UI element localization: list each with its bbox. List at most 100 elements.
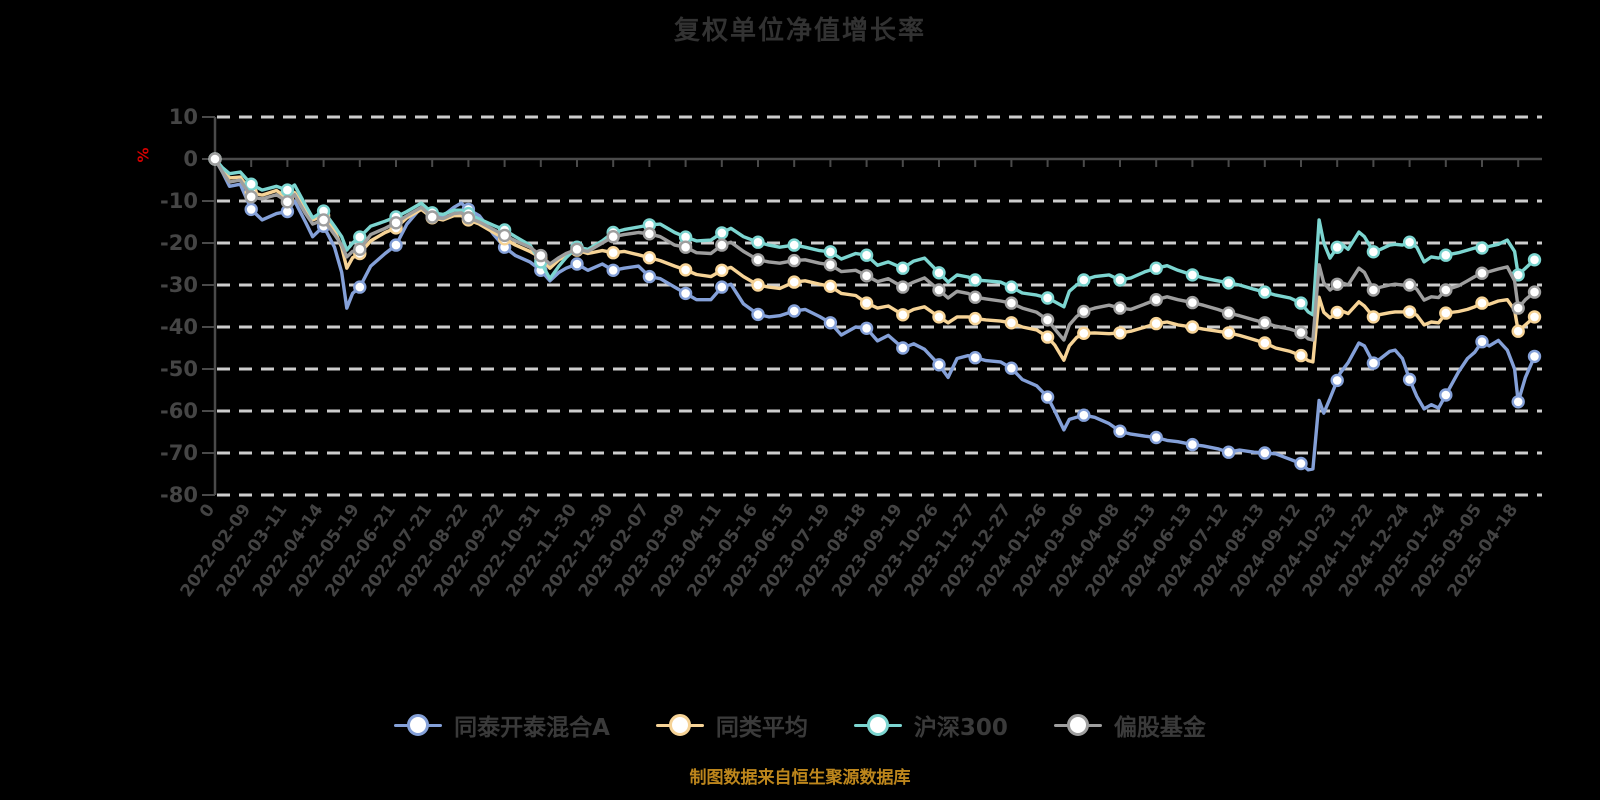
series-marker-0 — [932, 358, 946, 372]
series-marker-2 — [859, 248, 874, 262]
series-marker-3 — [715, 238, 729, 252]
series-marker-1 — [968, 311, 982, 326]
series-marker-0 — [1511, 395, 1525, 409]
series-marker-3 — [859, 269, 874, 283]
series-marker-2 — [1113, 273, 1127, 287]
series-marker-0 — [642, 269, 657, 284]
series-marker-2 — [1330, 240, 1344, 255]
series-marker-0 — [1077, 408, 1091, 422]
series-marker-3 — [1113, 301, 1127, 315]
series-marker-1 — [1475, 296, 1489, 310]
series-marker-3 — [570, 242, 584, 257]
series-marker-0 — [896, 341, 910, 355]
series-marker-0 — [968, 351, 982, 365]
series-marker-1 — [1185, 320, 1200, 334]
series-marker-2 — [1004, 280, 1019, 294]
series-marker-2 — [1527, 253, 1542, 267]
series-marker-1 — [932, 310, 946, 324]
series-marker-1 — [715, 263, 729, 277]
series-marker-3 — [1221, 306, 1236, 320]
series-marker-1 — [1221, 326, 1236, 340]
series-marker-3 — [896, 280, 910, 294]
legend-item-0[interactable]: 同泰开泰混合A — [394, 708, 610, 742]
series-marker-3 — [244, 190, 258, 204]
series-marker-0 — [1366, 356, 1381, 370]
series-marker-3 — [932, 283, 946, 297]
y-tick-label--30: -30 — [160, 273, 198, 297]
series-marker-1 — [1511, 324, 1525, 338]
series-marker-0 — [1113, 424, 1127, 438]
series-marker-0 — [353, 280, 367, 294]
series-marker-2 — [751, 235, 765, 249]
y-tick-label--40: -40 — [160, 315, 198, 339]
series-marker-1 — [859, 296, 874, 310]
series-marker-2 — [353, 230, 367, 244]
series-marker-2 — [932, 266, 946, 280]
series-marker-3 — [968, 290, 982, 304]
series-marker-3 — [606, 229, 620, 244]
series-marker-0 — [1221, 445, 1236, 459]
series-marker-2 — [1185, 268, 1200, 282]
series-marker-3 — [1149, 293, 1163, 307]
series-marker-2 — [1149, 261, 1163, 275]
series-marker-1 — [1113, 326, 1127, 340]
y-tick-label--80: -80 — [160, 483, 198, 507]
series-marker-0 — [606, 263, 620, 277]
series-marker-2 — [1258, 285, 1272, 299]
series-marker-3 — [461, 211, 476, 225]
series-line-2 — [213, 157, 1537, 317]
series-marker-3 — [1040, 313, 1055, 327]
series-marker-3 — [1294, 325, 1308, 340]
y-tick-label--50: -50 — [160, 357, 198, 381]
series-marker-1 — [896, 308, 910, 322]
series-marker-1 — [642, 251, 657, 265]
series-marker-1 — [606, 245, 620, 260]
series-marker-3 — [1402, 278, 1417, 292]
series-marker-1 — [1527, 310, 1542, 324]
legend-marker-icon — [853, 714, 902, 736]
series-marker-3 — [1439, 283, 1453, 297]
page-title: 复权单位净值增长率 — [673, 16, 926, 46]
series-marker-1 — [751, 278, 765, 292]
series-marker-1 — [787, 275, 801, 289]
series-marker-3 — [208, 152, 222, 166]
series-marker-1 — [1402, 305, 1417, 319]
series-marker-3 — [389, 216, 403, 230]
series-marker-1 — [1077, 326, 1091, 340]
series-marker-3 — [497, 228, 512, 243]
y-tick-label-0: 0 — [183, 147, 198, 171]
legend-label: 同类平均 — [715, 715, 808, 741]
series-marker-0 — [1185, 437, 1200, 452]
series-marker-1 — [1330, 305, 1344, 320]
series-marker-3 — [316, 213, 331, 227]
y-tick-label--70: -70 — [160, 441, 198, 465]
series-marker-0 — [1258, 446, 1272, 460]
legend-label: 偏股基金 — [1113, 715, 1206, 741]
series-marker-1 — [823, 279, 838, 293]
series-marker-1 — [1366, 310, 1381, 324]
y-tick-label--20: -20 — [160, 231, 198, 255]
series-marker-0 — [787, 304, 801, 318]
series-marker-3 — [1258, 316, 1272, 330]
legend-item-1[interactable]: 同类平均 — [655, 708, 808, 742]
series-marker-3 — [678, 240, 693, 254]
series-marker-3 — [787, 253, 801, 268]
series-marker-0 — [1149, 430, 1163, 445]
series-marker-0 — [1040, 390, 1055, 404]
series-marker-1 — [1294, 348, 1308, 363]
series-marker-0 — [1330, 373, 1344, 388]
series-marker-1 — [1439, 306, 1453, 320]
series-marker-2 — [1221, 276, 1236, 290]
series-marker-3 — [1366, 283, 1381, 297]
series-marker-3 — [823, 258, 838, 272]
legend-item-2[interactable]: 沪深300 — [853, 708, 1008, 742]
series-marker-1 — [1040, 330, 1055, 344]
series-marker-0 — [823, 316, 838, 330]
legend-item-3[interactable]: 偏股基金 — [1053, 708, 1206, 742]
series-marker-0 — [715, 280, 729, 294]
series-marker-3 — [642, 227, 657, 241]
series-marker-0 — [1475, 335, 1489, 349]
series-marker-0 — [751, 307, 765, 322]
series-marker-0 — [1402, 372, 1417, 387]
series-marker-2 — [1439, 248, 1453, 262]
